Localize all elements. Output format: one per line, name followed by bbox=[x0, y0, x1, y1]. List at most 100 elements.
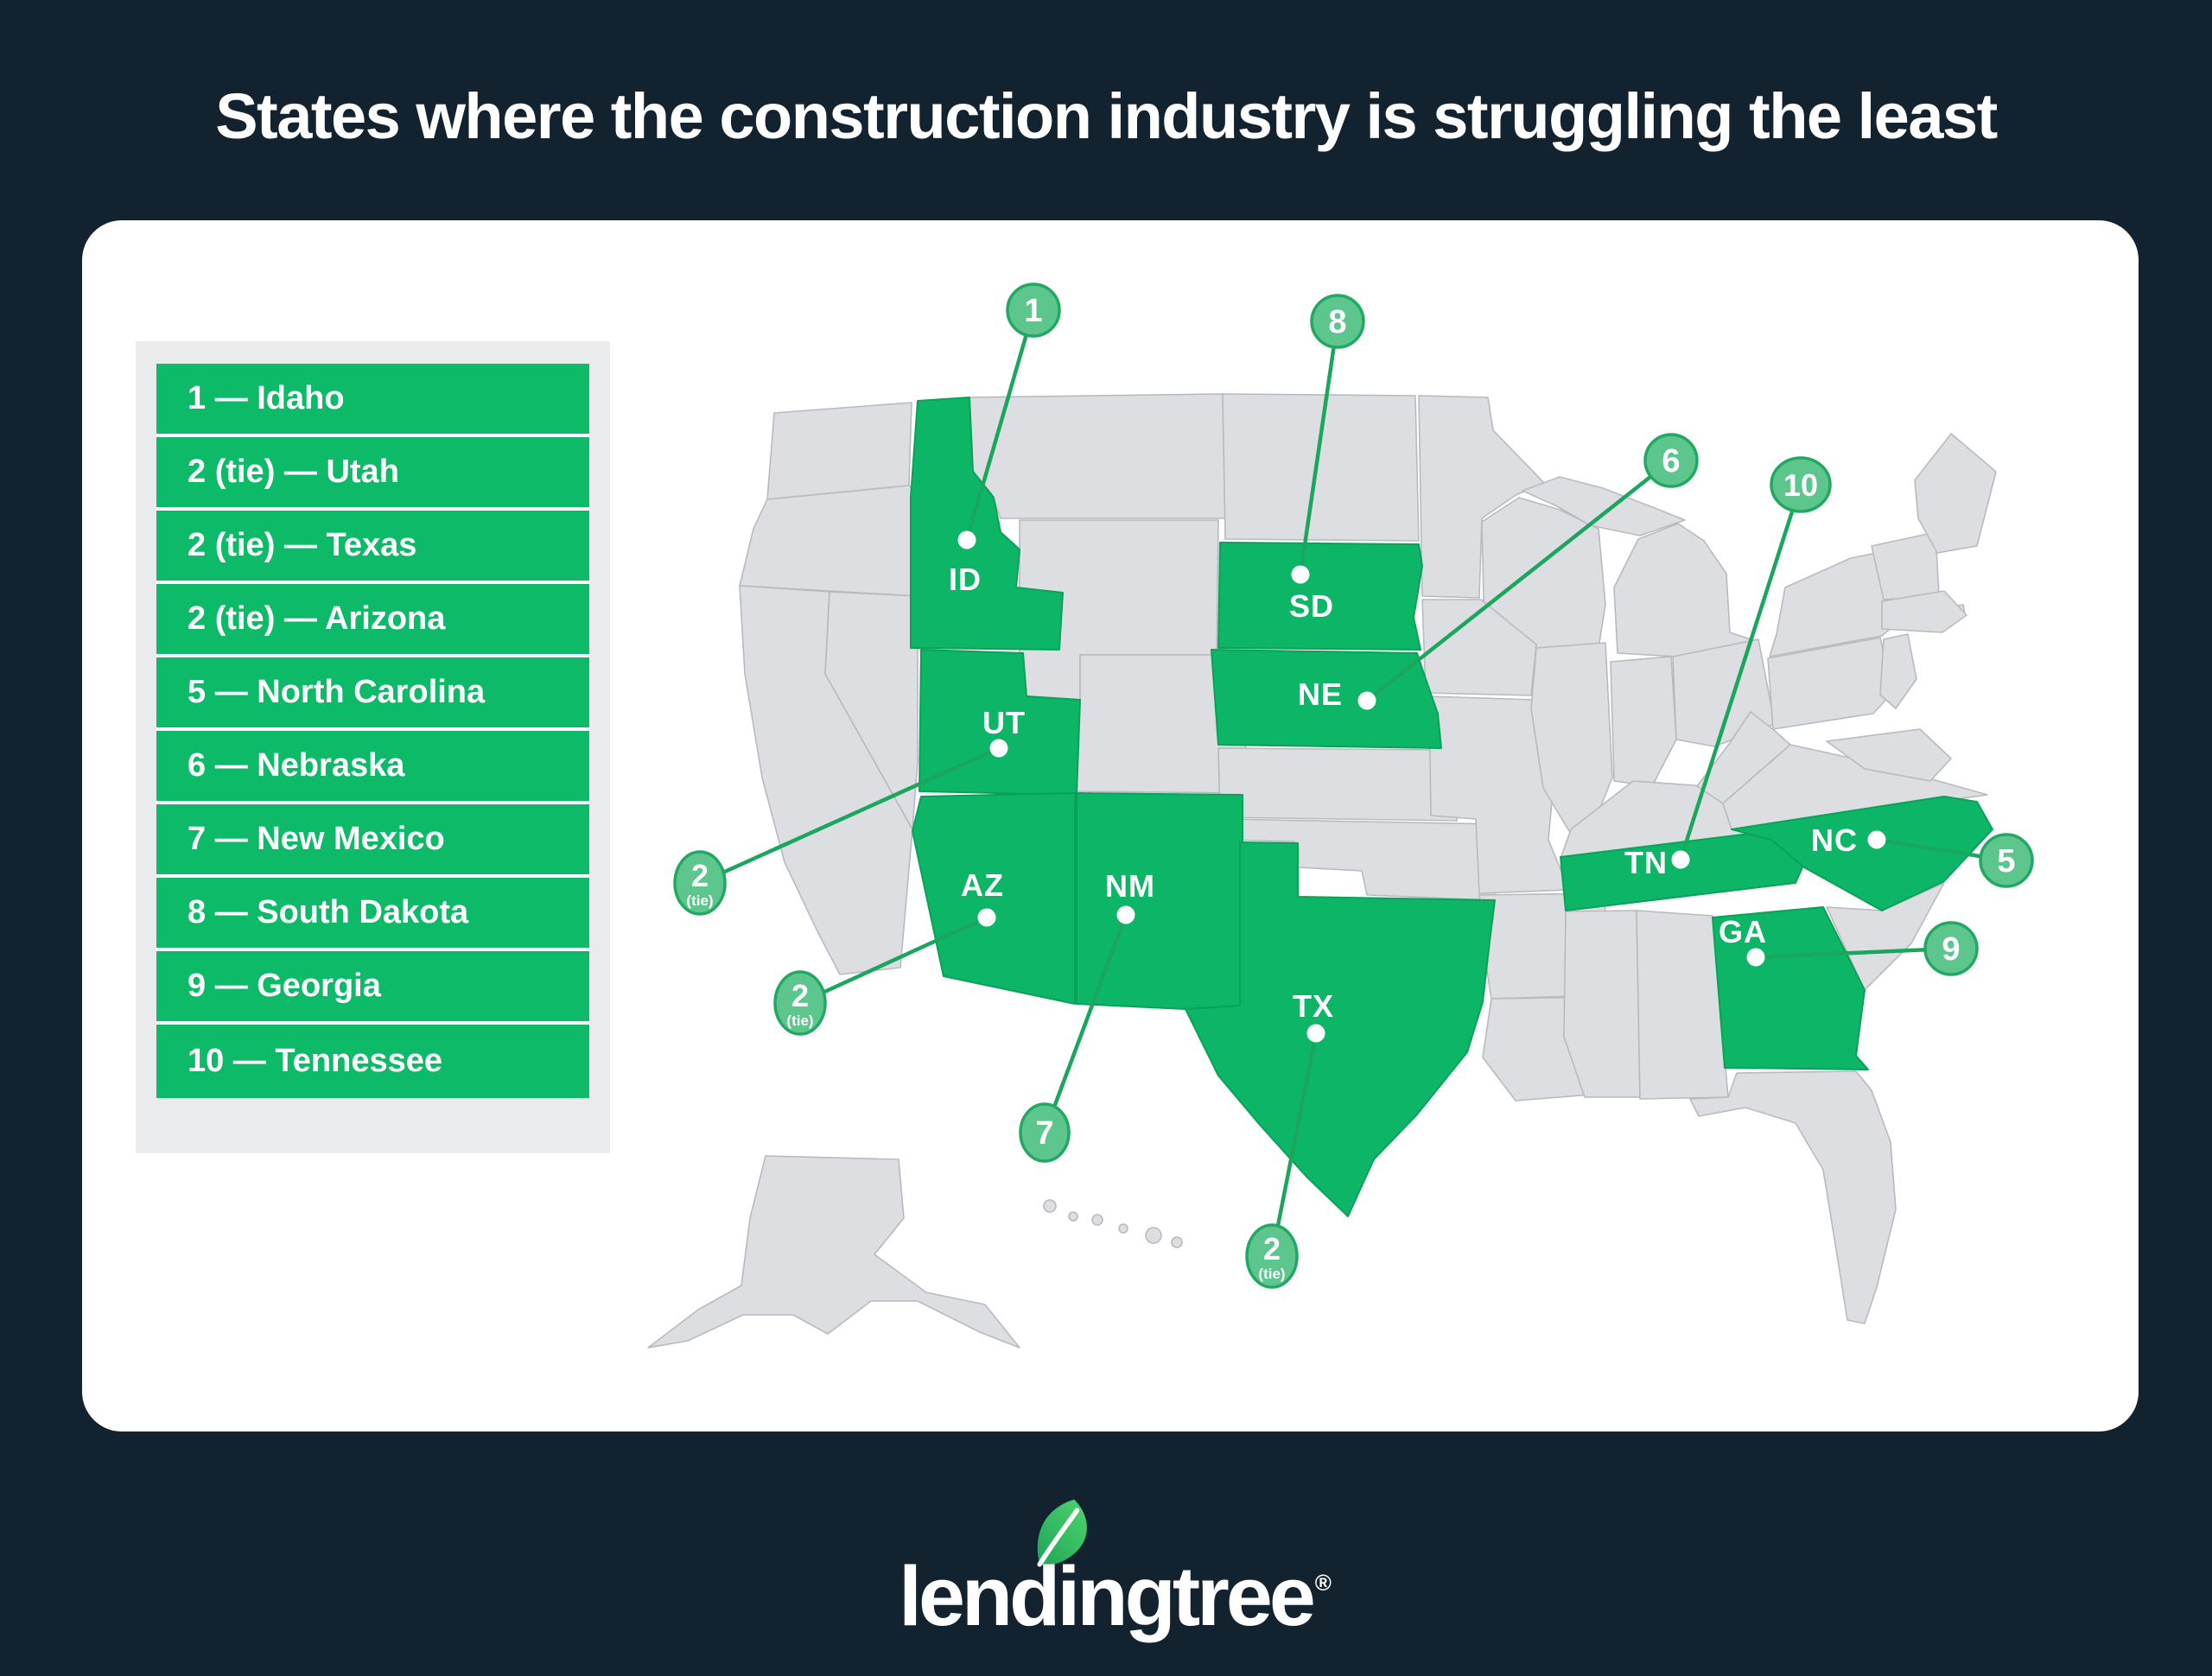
state-in bbox=[1610, 656, 1677, 787]
state-label-az: AZ bbox=[961, 867, 1004, 903]
state-hi-island bbox=[1068, 1211, 1078, 1222]
ranking-item-3: 2 (tie) — Texas bbox=[156, 511, 589, 584]
logo-wordmark: lendingtree ® bbox=[899, 1548, 1332, 1645]
state-fl bbox=[1689, 1070, 1897, 1324]
state-marker-dot-tx bbox=[1306, 1024, 1325, 1043]
state-ks bbox=[1217, 747, 1461, 822]
state-marker-dot-ga bbox=[1746, 948, 1765, 967]
state-label-id: ID bbox=[949, 562, 982, 597]
state-marker-dot-nc bbox=[1867, 830, 1886, 849]
state-marker-dot-ne bbox=[1357, 691, 1376, 710]
rank-badge-2-tie-utah: 2 (tie) bbox=[673, 850, 727, 916]
state-marker-dot-ut bbox=[989, 739, 1008, 758]
state-md bbox=[1826, 728, 1952, 782]
svg-text:5: 5 bbox=[1997, 843, 2015, 879]
connector-line-tennessee bbox=[1678, 482, 1803, 862]
state-nv bbox=[824, 591, 918, 830]
state-label-nm: NM bbox=[1105, 868, 1155, 904]
state-nc-highlighted bbox=[1731, 796, 1993, 911]
rank-badge-8: 8 bbox=[1310, 294, 1365, 349]
svg-text:(tie): (tie) bbox=[1258, 1266, 1285, 1282]
svg-text:(tie): (tie) bbox=[786, 1013, 813, 1029]
svg-text:1: 1 bbox=[1024, 293, 1042, 329]
svg-text:2: 2 bbox=[1263, 1231, 1281, 1267]
state-label-tn: TN bbox=[1624, 845, 1668, 880]
state-marker-dot-id bbox=[957, 530, 976, 549]
registered-trademark-symbol: ® bbox=[1314, 1570, 1332, 1596]
leaf-icon bbox=[1037, 1499, 1087, 1567]
connector-line-idaho bbox=[964, 308, 1036, 543]
rank-badge-6: 6 bbox=[1643, 433, 1699, 488]
state-mi bbox=[1613, 523, 1757, 657]
state-label-ut: UT bbox=[982, 705, 1026, 740]
page-title: States where the construction industry i… bbox=[215, 80, 1998, 152]
rank-badge-2-tie-texas: 2 (tie) bbox=[1245, 1223, 1299, 1289]
connector-line-new-mexico bbox=[1042, 912, 1128, 1135]
state-hi-island bbox=[1091, 1214, 1103, 1226]
svg-text:8: 8 bbox=[1328, 304, 1346, 340]
rank-badges: 1 8 6 10 2 (tie) bbox=[673, 283, 2034, 1289]
state-hi-island bbox=[1145, 1227, 1162, 1244]
connector-line-utah bbox=[697, 746, 1001, 886]
state-label-tx: TX bbox=[1293, 988, 1334, 1024]
ranking-item-6: 6 — Nebraska bbox=[156, 731, 589, 804]
state-marker-dot-az bbox=[977, 908, 996, 927]
state-tx-highlighted bbox=[1185, 841, 1496, 1217]
lendingtree-logo: lendingtree ® bbox=[899, 1498, 1332, 1666]
rank-badge-5: 5 bbox=[1979, 833, 2034, 888]
connector-line-texas bbox=[1269, 1031, 1319, 1259]
ranking-panel: 1 — Idaho 2 (tie) — Utah 2 (tie) — Texas… bbox=[136, 341, 610, 1153]
rank-badge-1: 1 bbox=[1006, 283, 1061, 338]
ranking-item-4: 2 (tie) — Arizona bbox=[156, 584, 589, 657]
infographic-card: 1 — Idaho 2 (tie) — Utah 2 (tie) — Texas… bbox=[82, 220, 2139, 1432]
state-marker-dots bbox=[957, 530, 1886, 1043]
state-nd bbox=[1222, 393, 1420, 542]
highlighted-states bbox=[910, 397, 1993, 1217]
state-ma-ct-ri bbox=[1881, 590, 1967, 633]
logo-name-text: lendingtree bbox=[899, 1549, 1316, 1643]
rank-badge-2-tie-arizona: 2 (tie) bbox=[773, 970, 827, 1036]
state-nj bbox=[1879, 633, 1917, 709]
state-az-highlighted bbox=[912, 792, 1076, 1005]
connector-line-south-dakota bbox=[1298, 319, 1340, 577]
state-hi-island bbox=[1043, 1199, 1057, 1213]
svg-text:6: 6 bbox=[1662, 443, 1680, 479]
state-ak bbox=[647, 1155, 1020, 1349]
state-label-ne: NE bbox=[1298, 676, 1343, 712]
state-marker-dot-nm bbox=[1116, 905, 1135, 924]
state-label-nc: NC bbox=[1811, 822, 1858, 858]
svg-text:2: 2 bbox=[791, 978, 809, 1013]
state-mn bbox=[1418, 395, 1546, 599]
ranking-item-10: 10 — Tennessee bbox=[156, 1025, 589, 1098]
rank-badge-9: 9 bbox=[1923, 921, 1979, 976]
state-marker-dot-tn bbox=[1671, 850, 1690, 869]
state-ms bbox=[1563, 910, 1641, 1098]
ranking-item-9: 9 — Georgia bbox=[156, 951, 589, 1025]
state-ne-highlighted bbox=[1211, 649, 1442, 749]
ranking-item-7: 7 — New Mexico bbox=[156, 804, 589, 878]
state-vt-nh bbox=[1871, 531, 1940, 600]
svg-text:10: 10 bbox=[1783, 467, 1818, 503]
state-sd-highlighted bbox=[1217, 542, 1423, 651]
gray-states bbox=[647, 393, 1997, 1349]
ranking-item-5: 5 — North Carolina bbox=[156, 657, 589, 731]
state-hi-island bbox=[1118, 1223, 1128, 1234]
svg-text:9: 9 bbox=[1942, 931, 1960, 968]
state-hi-island bbox=[1171, 1236, 1183, 1248]
state-id-highlighted bbox=[910, 397, 1064, 651]
connector-line-nebraska bbox=[1364, 458, 1674, 703]
rank-badge-10: 10 bbox=[1770, 456, 1832, 513]
ranking-item-1: 1 — Idaho bbox=[156, 364, 589, 437]
svg-text:(tie): (tie) bbox=[686, 892, 713, 909]
state-label-ga: GA bbox=[1719, 914, 1767, 949]
state-ga-highlighted bbox=[1712, 906, 1869, 1070]
state-labels: ID SD NE UT AZ NM TX TN NC GA bbox=[949, 562, 1858, 1024]
us-map: 1 8 6 10 2 (tie) bbox=[647, 283, 2034, 1349]
state-label-sd: SD bbox=[1289, 588, 1334, 624]
state-wa bbox=[766, 402, 912, 500]
state-mi-upper bbox=[1522, 476, 1686, 536]
rank-badge-7: 7 bbox=[1019, 1102, 1071, 1163]
state-mt bbox=[969, 393, 1226, 519]
state-marker-dot-sd bbox=[1291, 565, 1310, 584]
state-me bbox=[1914, 433, 1997, 554]
